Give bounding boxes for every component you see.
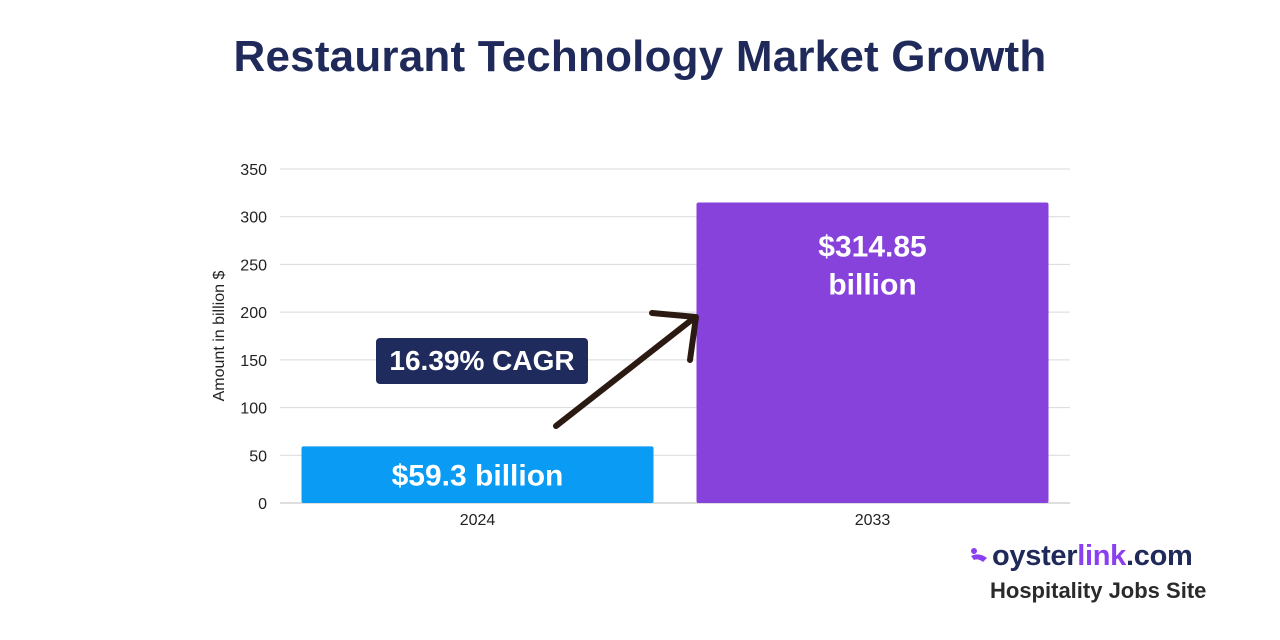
brand-logo: oysterlink.com Hospitality Jobs Site (968, 538, 1228, 604)
brand-name-part1: oyster (992, 539, 1078, 572)
y-tick-label: 200 (240, 305, 267, 322)
y-tick-label: 250 (240, 257, 267, 274)
y-tick-label: 150 (240, 353, 267, 370)
brand-name: oysterlink.com (992, 540, 1193, 573)
growth-arrow (553, 315, 697, 429)
data-label: $314.85 (818, 231, 926, 264)
y-tick-label: 300 (240, 210, 267, 227)
brand-name-part2: link (1077, 539, 1127, 572)
growth-arrow-head (649, 310, 699, 363)
y-tick-label: 350 (240, 162, 267, 179)
y-tick-label: 50 (249, 448, 267, 465)
oyster-logo-icon (971, 548, 987, 562)
brand-name-part3: .com (1126, 539, 1193, 572)
bar (696, 202, 1049, 503)
cagr-label: 16.39% CAGR (389, 345, 574, 376)
y-tick-label: 0 (258, 496, 267, 513)
x-tick-label: 2024 (460, 512, 496, 529)
chart-title: Restaurant Technology Market Growth (233, 32, 1047, 81)
data-label: billion (828, 269, 916, 302)
bar (301, 446, 654, 503)
data-label: $59.3 billion (392, 460, 564, 493)
x-tick-label: 2033 (855, 512, 891, 529)
y-tick-label: 100 (240, 401, 267, 418)
y-axis-title: Amount in billion $ (211, 271, 228, 402)
brand-tagline: Hospitality Jobs Site (990, 578, 1207, 603)
cagr-badge (376, 338, 588, 384)
